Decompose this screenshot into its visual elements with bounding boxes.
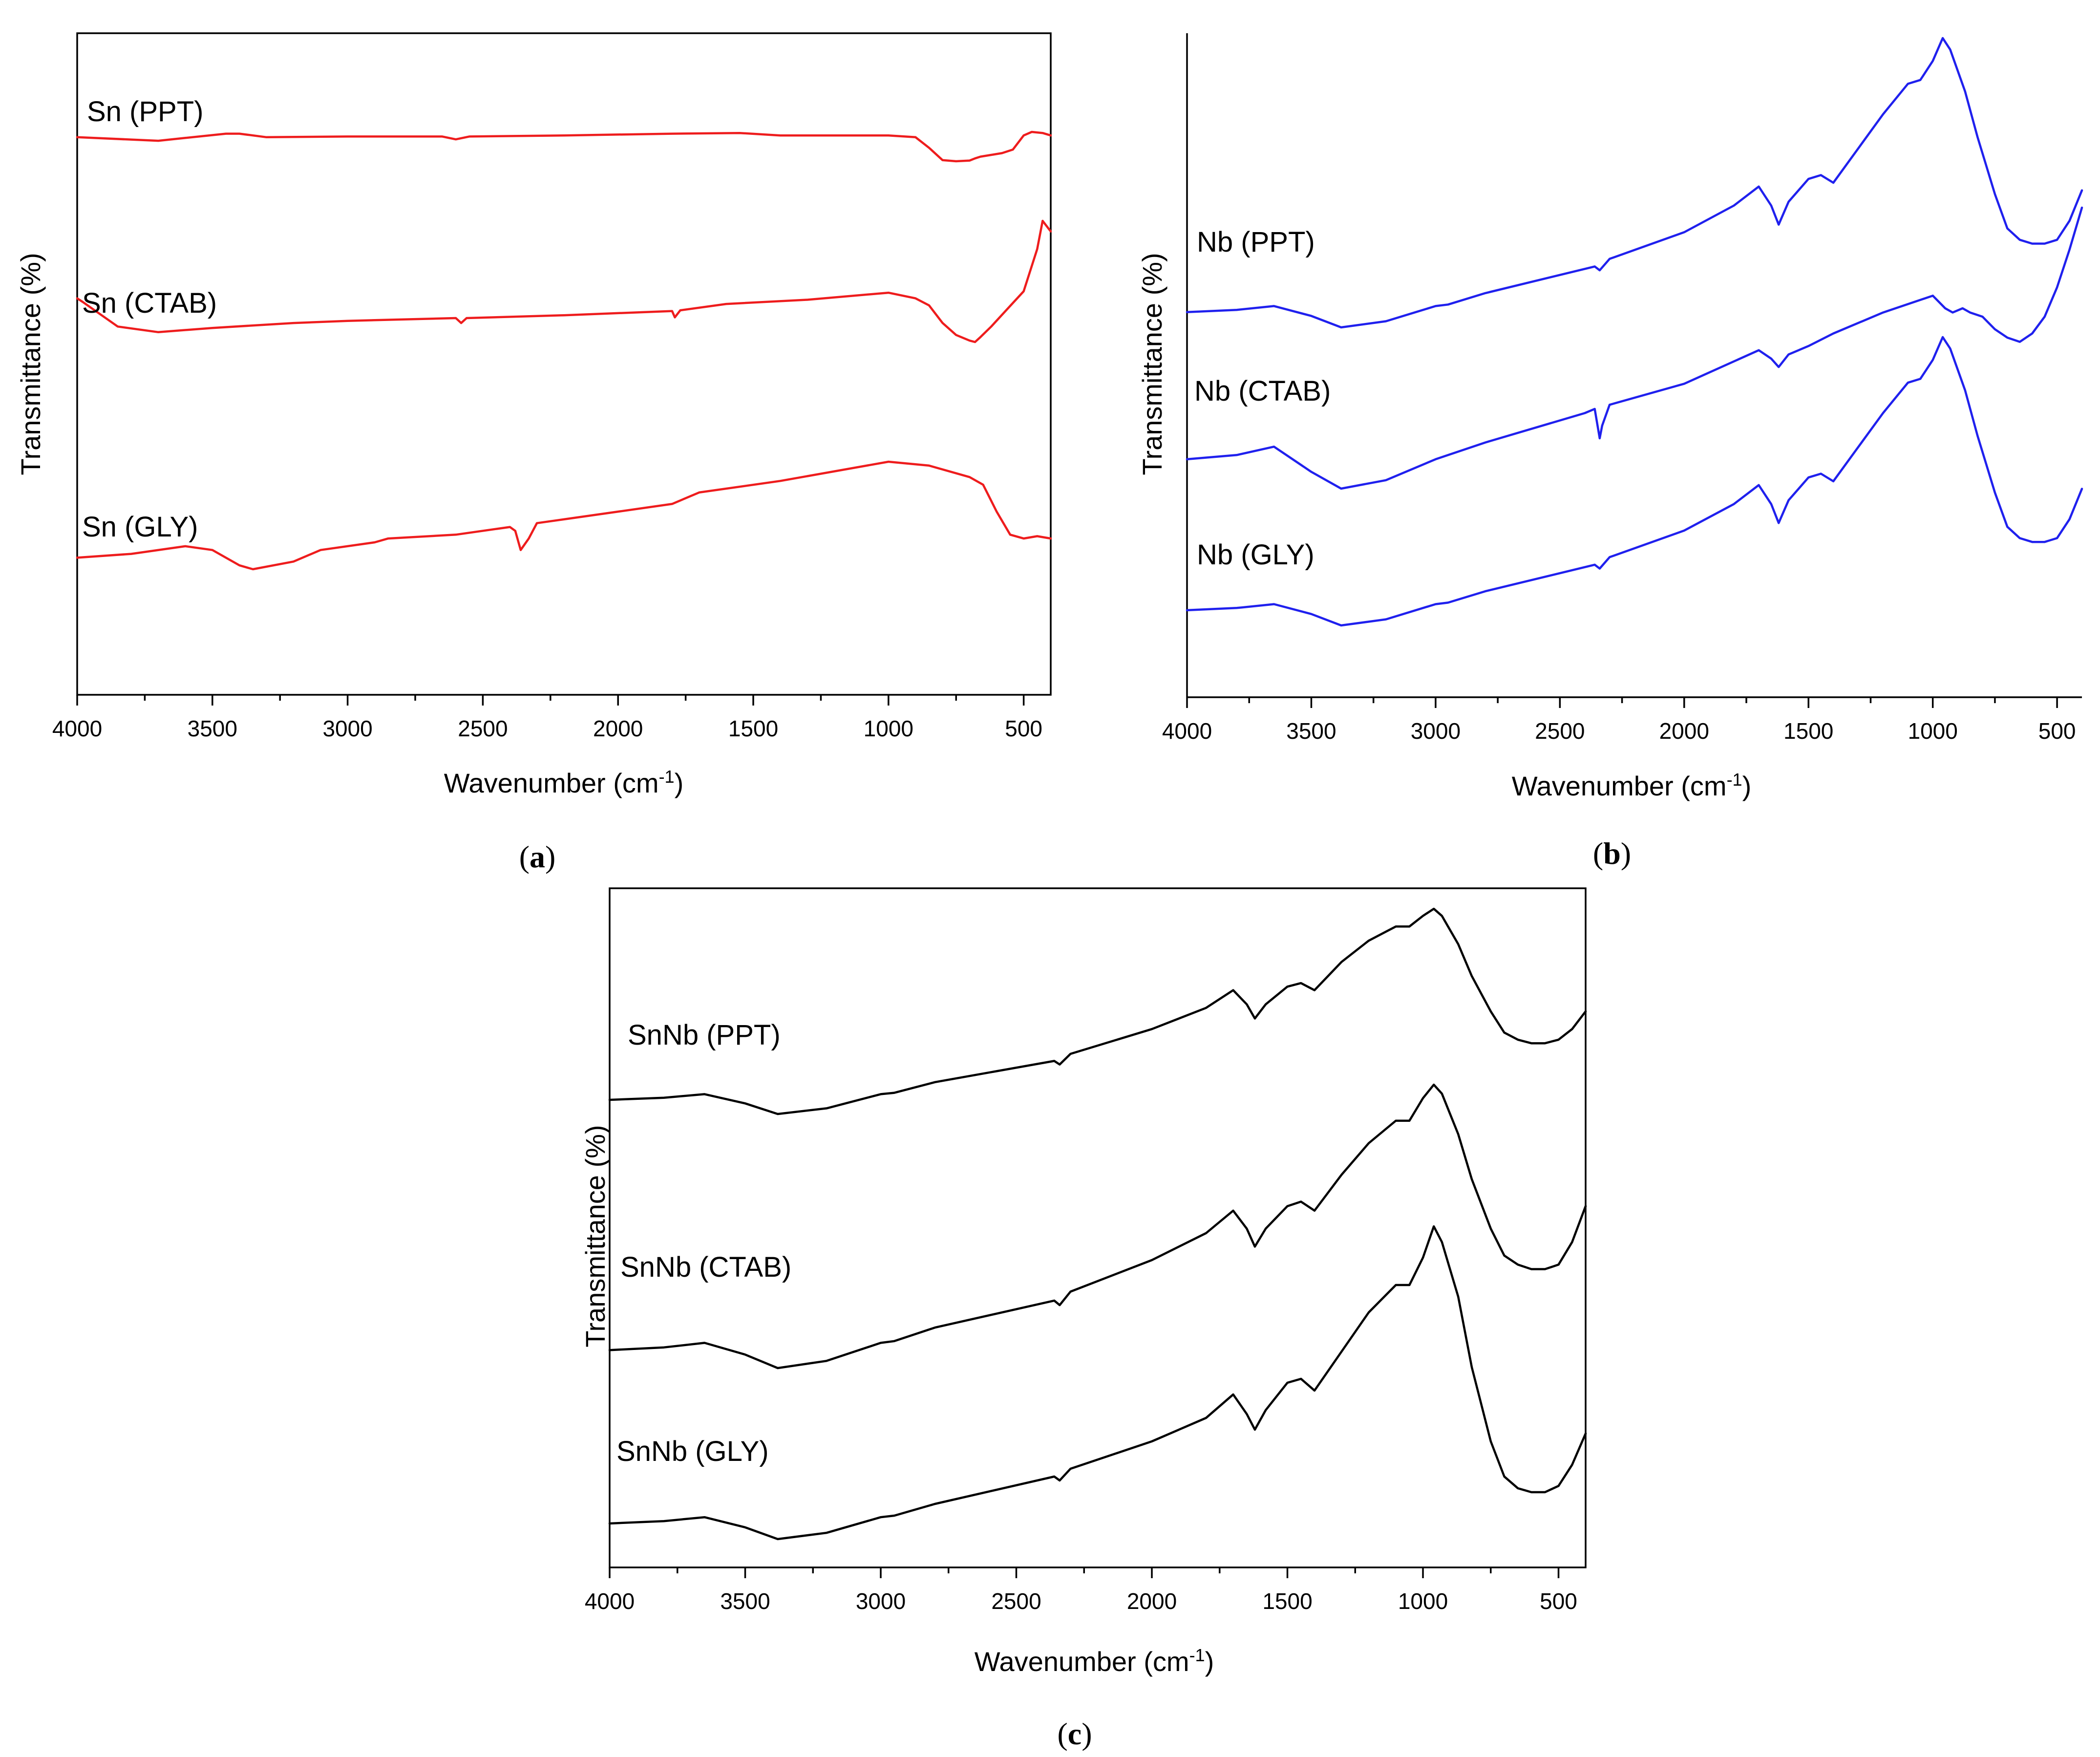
panel-b-xtick-label-2000: 2000 xyxy=(1659,718,1709,744)
panel-b-y-axis-title: Transmittance (%) xyxy=(1137,253,1167,475)
panel-a-xtick-label-3000: 3000 xyxy=(322,716,372,741)
panel-b-xticks: 4000 3500 3000 2500 2000 1500 1000 500 xyxy=(1162,697,2076,744)
panel-b-xtick-label-2500: 2500 xyxy=(1535,718,1585,744)
panel-b-xtick-label-1500: 1500 xyxy=(1783,718,1833,744)
panel-c-xtick-label-1500: 1500 xyxy=(1262,1588,1312,1614)
panel-c-xtick-label-3000: 3000 xyxy=(856,1588,906,1614)
panel-c-y-axis-title: Transmittance (%) xyxy=(580,1125,611,1347)
panel-c-x-axis-title: Wavenumber (cm-1) xyxy=(975,1645,1214,1677)
panel-a-xtick-label-1000: 1000 xyxy=(864,716,913,741)
panel-b-series-nb-gly xyxy=(1186,336,2083,627)
panel-b-caption: (b) xyxy=(1593,836,1631,871)
panel-c-caption: (c) xyxy=(1057,1716,1092,1751)
panel-c-xtick-label-3500: 3500 xyxy=(720,1588,770,1614)
panel-c-label-snnb-ctab: SnNb (CTAB) xyxy=(620,1251,791,1283)
panel-b-series-nb-ctab xyxy=(1186,206,2083,490)
panel-c-series-snnb-ctab xyxy=(608,1083,1587,1370)
panel-c-xticks: 4000 3500 3000 2500 2000 1500 1000 500 xyxy=(585,1567,1577,1614)
panel-a-series-group xyxy=(76,130,1052,571)
panel-b-label-nb-ppt: Nb (PPT) xyxy=(1197,226,1315,258)
panel-c-chart: 4000 3500 3000 2500 2000 1500 1000 500 Transmit… xyxy=(580,887,1587,1751)
panel-a-xticks: 4000 3500 3000 2500 2000 1500 1000 500 xyxy=(52,695,1042,741)
panel-b-xtick-label-4000: 4000 xyxy=(1162,718,1212,744)
panel-c-plot-frame xyxy=(609,887,1587,1568)
panel-a-chart: 4000 3500 3000 2500 2000 1500 1000 500 Transmit… xyxy=(15,32,1052,874)
panel-b-series-group xyxy=(1186,37,2083,627)
panel-a-label-sn-gly: Sn (GLY) xyxy=(82,511,198,543)
panel-a-series-sn-ctab xyxy=(76,219,1052,343)
panel-b-series-nb-ppt xyxy=(1186,37,2083,329)
panel-a-xtick-label-3500: 3500 xyxy=(188,716,237,741)
panel-a-label-sn-ctab: Sn (CTAB) xyxy=(82,287,217,319)
panel-c-xtick-label-1000: 1000 xyxy=(1398,1588,1448,1614)
panel-c-xtick-label-2000: 2000 xyxy=(1127,1588,1177,1614)
panel-a-xtick-label-4000: 4000 xyxy=(52,716,102,741)
panel-c-series-group xyxy=(608,907,1587,1541)
panel-c-series-snnb-ppt xyxy=(608,907,1587,1115)
panel-a-series-sn-gly xyxy=(76,460,1052,571)
panel-a-label-sn-ppt: Sn (PPT) xyxy=(87,96,204,128)
panel-c-xtick-label-4000: 4000 xyxy=(585,1588,635,1614)
panel-b-chart: 4000 3500 3000 2500 2000 1500 1000 500 Transmit… xyxy=(1137,33,2083,871)
panel-c-label-snnb-gly: SnNb (GLY) xyxy=(616,1436,769,1467)
panel-c-series-snnb-gly xyxy=(608,1225,1587,1541)
panel-b-label-nb-gly: Nb (GLY) xyxy=(1197,539,1315,571)
panel-a-plot-frame xyxy=(76,32,1052,696)
panel-a-x-axis-title: Wavenumber (cm-1) xyxy=(444,767,683,799)
panel-b-label-nb-ctab: Nb (CTAB) xyxy=(1194,375,1331,407)
panel-a-xtick-label-2500: 2500 xyxy=(458,716,508,741)
panel-a-xtick-label-2000: 2000 xyxy=(593,716,643,741)
panel-a-y-axis-title: Transmittance (%) xyxy=(15,253,46,475)
panel-a-xtick-label-1500: 1500 xyxy=(728,716,778,741)
panel-b-xtick-label-1000: 1000 xyxy=(1908,718,1957,744)
panel-a-xtick-label-500: 500 xyxy=(1005,716,1042,741)
panel-c-xtick-label-500: 500 xyxy=(1540,1588,1577,1614)
panel-b-xtick-label-3000: 3000 xyxy=(1411,718,1461,744)
panel-c-label-snnb-ppt: SnNb (PPT) xyxy=(628,1019,781,1051)
panel-b-xtick-label-3500: 3500 xyxy=(1286,718,1336,744)
panel-b-x-axis-title: Wavenumber (cm-1) xyxy=(1512,770,1751,802)
panel-a-series-sn-ppt xyxy=(76,130,1052,163)
panel-c-xtick-label-2500: 2500 xyxy=(991,1588,1041,1614)
panel-b-xtick-label-500: 500 xyxy=(2038,718,2076,744)
panel-a-caption: (a) xyxy=(519,839,556,874)
